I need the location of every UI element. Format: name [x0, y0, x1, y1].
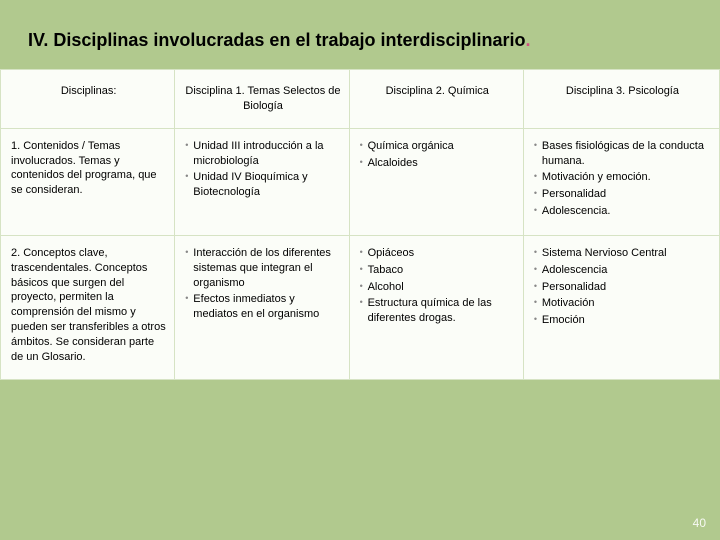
col-header-0: Disciplinas: [1, 70, 175, 129]
list-item: Interacción de los diferentes sistemas q… [185, 246, 340, 291]
col-header-1: Disciplina 1. Temas Selectos de Biología [175, 70, 349, 129]
table-header-row: Disciplinas: Disciplina 1. Temas Selecto… [1, 70, 720, 129]
list-item: Motivación [534, 296, 711, 311]
list-item: Bases fisiológicas de la conducta humana… [534, 139, 711, 169]
col-header-2: Disciplina 2. Química [349, 70, 523, 129]
table-cell: Bases fisiológicas de la conducta humana… [523, 128, 719, 235]
list-item: Unidad IV Bioquímica y Biotecnología [185, 170, 340, 200]
cell-list: Interacción de los diferentes sistemas q… [185, 246, 340, 322]
list-item: Opiáceos [360, 246, 515, 261]
list-item: Tabaco [360, 263, 515, 278]
table-row: 1. Contenidos / Temas involucrados. Tema… [1, 128, 720, 235]
col-header-3: Disciplina 3. Psicología [523, 70, 719, 129]
disciplines-table: Disciplinas: Disciplina 1. Temas Selecto… [0, 69, 720, 380]
cell-list: Opiáceos Tabaco AlcoholEstructura química … [360, 246, 515, 326]
row-head: 2. Conceptos clave, trascendentales. Con… [1, 235, 175, 379]
list-item: Personalidad [534, 280, 711, 295]
list-item: Alcohol [360, 280, 515, 295]
list-item: Adolescencia [534, 263, 711, 278]
table-cell: Opiáceos Tabaco AlcoholEstructura química … [349, 235, 523, 379]
list-item: Estructura química de las diferentes dro… [360, 296, 515, 326]
list-item: Química orgánica [360, 139, 515, 154]
row-head: 1. Contenidos / Temas involucrados. Tema… [1, 128, 175, 235]
list-item: Emoción [534, 313, 711, 328]
cell-list: Bases fisiológicas de la conducta humana… [534, 139, 711, 219]
table-cell: Química orgánica Alcaloides [349, 128, 523, 235]
page-title: IV. Disciplinas involucradas en el traba… [28, 30, 692, 51]
list-item: Motivación y emoción. [534, 170, 711, 185]
cell-list: Química orgánica Alcaloides [360, 139, 515, 171]
list-item: Personalidad [534, 187, 711, 202]
page-number: 40 [693, 516, 706, 530]
table-body: 1. Contenidos / Temas involucrados. Tema… [1, 128, 720, 379]
list-item: Unidad III introducción a la microbiolog… [185, 139, 340, 169]
list-item: Adolescencia. [534, 204, 711, 219]
title-text: IV. Disciplinas involucradas en el traba… [28, 30, 526, 50]
table-row: 2. Conceptos clave, trascendentales. Con… [1, 235, 720, 379]
table-cell: Interacción de los diferentes sistemas q… [175, 235, 349, 379]
list-item: Alcaloides [360, 156, 515, 171]
title-dot: . [526, 30, 531, 50]
title-bar: IV. Disciplinas involucradas en el traba… [0, 0, 720, 69]
cell-list: Sistema Nervioso Central Adolescencia Pers… [534, 246, 711, 328]
list-item: Efectos inmediatos y mediatos en el orga… [185, 292, 340, 322]
table-cell: Sistema Nervioso Central Adolescencia Pers… [523, 235, 719, 379]
cell-list: Unidad III introducción a la microbiolog… [185, 139, 340, 200]
list-item: Sistema Nervioso Central [534, 246, 711, 261]
table-cell: Unidad III introducción a la microbiolog… [175, 128, 349, 235]
